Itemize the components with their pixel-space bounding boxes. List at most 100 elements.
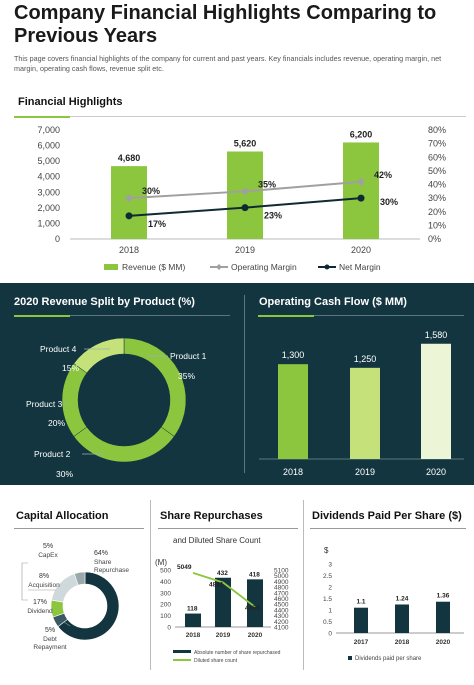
revenue-bar [111, 166, 147, 239]
x-tick-label: 2018 [119, 245, 139, 255]
repurchase-label: 418 [249, 571, 260, 578]
chart-subtitle: and Diluted Share Count [173, 536, 261, 545]
repurchase-label: 118 [187, 606, 198, 613]
x-tick-label: 2020 [248, 632, 263, 639]
y2-tick-label: 4800 [274, 585, 289, 592]
slice-value: 20% [48, 418, 65, 428]
y2-tick-label: 4700 [274, 590, 289, 597]
y-tick-label: 2 [328, 585, 332, 592]
y-tick-label: 300 [160, 590, 171, 597]
revenue-label: 5,620 [234, 138, 257, 148]
slice-name: Product 3 [26, 399, 63, 409]
y-tick-label: 1.5 [323, 596, 332, 603]
y2-tick-label: 4400 [274, 607, 289, 614]
y2-tick-label: 80% [428, 125, 446, 135]
section-divider [70, 116, 466, 117]
dividend-label: 1.1 [356, 599, 365, 606]
slice-value: 15% [62, 363, 79, 373]
cash-flow-title: Operating Cash Flow ($ MM) [259, 296, 407, 308]
x-tick-label: 2020 [436, 639, 451, 646]
slice-name: Repayment [33, 644, 66, 651]
financial-highlights-chart: 0 1,000 2,000 3,000 4,000 5,000 6,000 7,000 0% 10… [37, 125, 446, 272]
dividend-bar [436, 601, 450, 633]
net-margin-label: 23% [264, 211, 282, 221]
legend-label: Absolute number of share repurchased [194, 650, 281, 656]
revenue-split-title: 2020 Revenue Split by Product (%) [14, 296, 195, 308]
y-tick-label: 3 [328, 562, 332, 569]
share-repurchases-title: Share Repurchases [160, 510, 263, 522]
operating-margin-label: 30% [142, 186, 160, 196]
y2-tick-label: 4200 [274, 619, 289, 626]
operating-margin-label: 35% [258, 179, 276, 189]
section-accent [258, 315, 314, 317]
slice-value: 5% [45, 627, 55, 634]
slice-name: Product 1 [170, 351, 207, 361]
legend-swatch [173, 650, 191, 653]
cash-flow-label: 1,250 [354, 354, 377, 364]
legend-swatch [348, 656, 352, 660]
section-accent [14, 116, 70, 118]
slice-name: Debt [43, 636, 57, 643]
revenue-split-donut: Product 1 35% Product 2 30% Product 3 20% Prod… [26, 337, 207, 479]
cash-flow-label: 1,580 [425, 330, 448, 340]
donut-slice [61, 363, 88, 437]
y-tick-label: 7,000 [37, 125, 60, 135]
slice-name: CapEx [38, 552, 58, 559]
y2-tick-label: 4100 [274, 625, 289, 632]
x-tick-label: 2019 [235, 245, 255, 255]
y-tick-label: 0.5 [323, 619, 332, 626]
y2-tick-label: 0% [428, 234, 441, 244]
repurchase-bar [185, 613, 201, 627]
y-axis-unit: $ [324, 546, 329, 555]
y-tick-label: 4,000 [37, 172, 60, 182]
page-subtitle: This page covers financial highlights of… [14, 54, 442, 73]
slice-value: 30% [56, 469, 73, 479]
cash-flow-bar [421, 343, 451, 459]
slice-value: 5% [43, 543, 53, 550]
dividends-chart: $0 0.5 1 1.5 2 2.5 3 1.1 2017 1.24 2018 1.36 2020 Div… [323, 546, 464, 662]
diluted-share-label: 4881 [209, 581, 224, 588]
repurchase-bar [215, 577, 231, 627]
y-tick-label: 100 [160, 613, 171, 620]
y-tick-label: 5,000 [37, 156, 60, 166]
y-tick-label: 400 [160, 579, 171, 586]
x-tick-label: 2018 [186, 632, 201, 639]
dividend-label: 1.36 [437, 593, 450, 600]
y2-tick-label: 4900 [274, 579, 289, 586]
slice-name: Repurchase [94, 567, 129, 574]
x-tick-label: 2019 [355, 467, 375, 477]
x-tick-label: 2020 [426, 467, 446, 477]
slice-name: Product 4 [40, 344, 77, 354]
net-margin-point [357, 194, 365, 202]
operating-margin-point [125, 194, 133, 203]
cash-flow-bar [350, 367, 380, 459]
donut-slice [73, 426, 175, 463]
y2-tick-label: 40% [428, 180, 446, 190]
panel-separator [303, 500, 304, 670]
dividends-title: Dividends Paid Per Share ($) [312, 510, 462, 522]
capital-allocation-title: Capital Allocation [16, 510, 109, 522]
cash-flow-label: 1,300 [282, 350, 305, 360]
net-margin-point [125, 212, 133, 220]
legend-label: Net Margin [339, 262, 381, 272]
operating-margin-point [357, 177, 365, 186]
page-title: Company Financial Highlights Comparing t… [14, 2, 437, 47]
legend-swatch-revenue [104, 264, 118, 270]
y2-tick-label: 5000 [274, 573, 289, 580]
donut-slice [74, 571, 86, 586]
net-margin-label: 30% [380, 197, 398, 207]
revenue-label: 4,680 [118, 153, 141, 163]
donut-slice [73, 337, 125, 374]
y-tick-label: 2.5 [323, 573, 332, 580]
y-axis-unit: (M) [155, 558, 167, 567]
operating-margin-label: 42% [374, 170, 392, 180]
x-tick-label: 2020 [351, 245, 371, 255]
financial-highlights-title: Financial Highlights [18, 96, 123, 108]
x-tick-label: 2018 [395, 639, 410, 646]
dividend-bar [395, 604, 409, 633]
slice-name: Dividend [27, 608, 53, 615]
slice-value: 17% [33, 599, 47, 606]
y2-tick-label: 20% [428, 207, 446, 217]
slice-name: Acquisition [28, 582, 60, 589]
revenue-label: 6,200 [350, 129, 373, 139]
